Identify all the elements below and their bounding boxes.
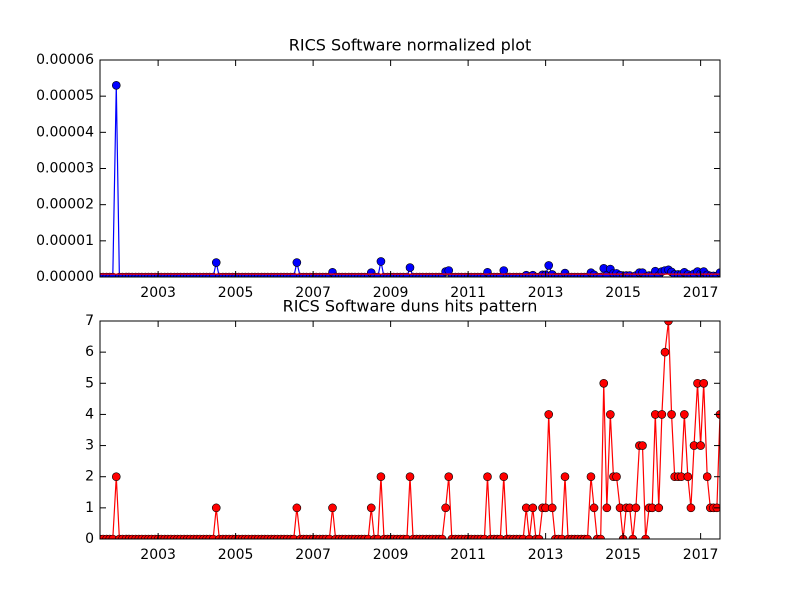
x-tick-label: 2015 — [605, 285, 641, 301]
data-point — [696, 441, 705, 450]
data-point — [606, 410, 615, 419]
data-point — [373, 534, 383, 539]
data-point — [480, 534, 489, 539]
x-tick-label: 2017 — [683, 285, 719, 301]
y-tick-label: 0 — [85, 531, 94, 547]
y-tick-label: 0.00006 — [36, 52, 94, 68]
data-point — [660, 347, 670, 357]
data-point — [702, 472, 712, 482]
data-point — [108, 534, 118, 539]
plot-frame — [99, 320, 721, 540]
x-tick-label: 2015 — [605, 547, 641, 563]
data-point — [211, 258, 221, 267]
data-point — [544, 410, 554, 419]
x-tick-label: 2017 — [683, 547, 719, 563]
x-tick-label: 2011 — [450, 285, 486, 301]
chart-title: RICS Software duns hits pattern — [283, 297, 538, 316]
data-point — [495, 534, 505, 539]
y-tick-label: 0.00002 — [36, 197, 94, 213]
data-point — [641, 534, 650, 539]
y-tick-label: 4 — [85, 406, 94, 422]
y-tick-label: 0.00003 — [36, 161, 94, 177]
data-point — [518, 534, 528, 539]
x-tick-label: 2007 — [295, 285, 331, 301]
data-point — [680, 410, 689, 419]
y-tick-label: 3 — [85, 438, 94, 454]
data-point — [544, 261, 554, 270]
data-point — [589, 503, 599, 513]
plot-area — [100, 321, 720, 539]
data-point — [686, 503, 696, 513]
x-tick-label: 2013 — [528, 285, 564, 301]
data-point — [402, 534, 412, 539]
data-point — [405, 472, 415, 482]
data-point — [599, 378, 609, 388]
x-tick-label: 2007 — [295, 547, 331, 563]
x-tick-label: 2009 — [373, 547, 409, 563]
data-point — [325, 534, 334, 539]
data-point — [596, 534, 605, 539]
x-tick-label: 2009 — [373, 285, 409, 301]
data-point — [363, 534, 373, 539]
y-tick-label: 0.00005 — [36, 88, 94, 104]
y-tick-label: 5 — [85, 375, 94, 391]
x-tick-label: 2003 — [140, 285, 176, 301]
data-point — [292, 503, 302, 513]
data-point — [631, 503, 641, 513]
data-point — [289, 534, 299, 539]
data-point — [586, 472, 596, 482]
data-point — [444, 472, 454, 482]
data-point — [376, 257, 386, 266]
y-tick-label: 2 — [85, 469, 94, 485]
data-point — [405, 263, 415, 272]
data-point — [683, 472, 693, 482]
data-point — [525, 534, 534, 539]
plot-frame — [99, 59, 721, 278]
data-point — [699, 378, 709, 388]
data-point — [557, 534, 567, 539]
data-point — [111, 472, 121, 482]
data-point — [547, 503, 557, 513]
plot-area — [100, 60, 720, 277]
data-point — [328, 503, 337, 513]
data-point — [657, 410, 667, 419]
data-point — [638, 441, 647, 450]
data-point — [211, 503, 221, 513]
data-point — [437, 534, 447, 539]
x-tick-label: 2005 — [218, 285, 254, 301]
data-point — [654, 503, 664, 513]
y-tick-label: 1 — [85, 500, 94, 516]
chart-title: RICS Software normalized plot — [289, 36, 532, 55]
plot — [100, 81, 720, 277]
data-point — [483, 472, 492, 482]
data-point — [534, 534, 544, 539]
data-point — [560, 472, 570, 482]
data-point — [583, 534, 592, 539]
y-tick-label: 7 — [85, 313, 94, 329]
x-tick-label: 2005 — [218, 547, 254, 563]
plot — [100, 321, 720, 539]
x-tick-label: 2013 — [528, 547, 564, 563]
data-point — [366, 503, 376, 513]
y-tick-label: 0.00004 — [36, 124, 94, 140]
data-point — [111, 81, 121, 90]
data-point — [499, 472, 509, 482]
x-tick-label: 2011 — [450, 547, 486, 563]
y-tick-label: 0.00000 — [36, 269, 94, 285]
data-point — [602, 503, 612, 513]
data-point — [376, 472, 386, 482]
y-tick-label: 0.00001 — [36, 233, 94, 249]
data-point — [664, 321, 673, 326]
data-point — [612, 472, 621, 482]
data-point — [292, 258, 302, 267]
data-point — [528, 503, 538, 513]
data-point — [441, 503, 450, 513]
y-tick-label: 6 — [85, 344, 94, 360]
x-tick-label: 2003 — [140, 547, 176, 563]
data-point — [628, 534, 638, 539]
data-point — [208, 534, 218, 539]
data-point — [667, 410, 676, 419]
